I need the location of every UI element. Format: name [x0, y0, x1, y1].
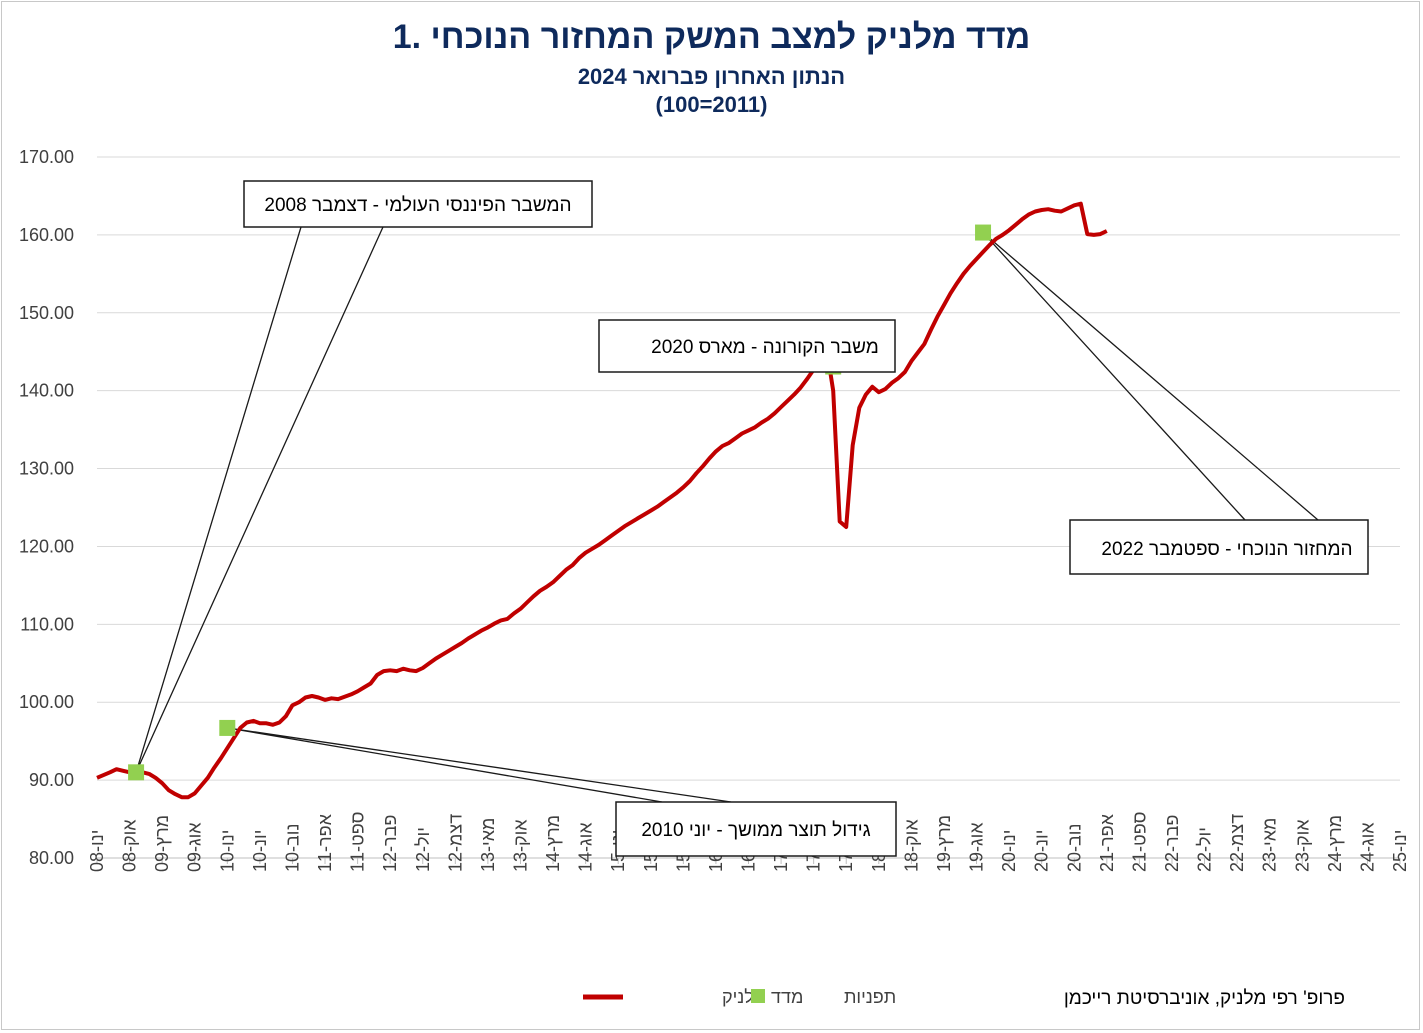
x-tick-label: פבר-12	[380, 815, 400, 872]
callout-line	[135, 226, 384, 773]
legend: מדד מלניק תפניות	[583, 987, 896, 1007]
legend-label-turning-points: תפניות	[844, 987, 896, 1007]
x-tick-label: אוג-14	[576, 822, 596, 872]
x-tick-label: מרץ-24	[1325, 815, 1345, 872]
y-tick-label: 110.00	[20, 614, 74, 634]
chart-base-note: (100=2011)	[655, 92, 768, 117]
y-tick-label: 150.00	[19, 303, 74, 323]
turning-point-marker	[128, 764, 145, 781]
annotation-box-2022	[1069, 519, 1369, 575]
x-tick-label: ספט-21	[1129, 812, 1149, 872]
legend-marker-swatch	[751, 989, 765, 1003]
annotation-box-2020	[598, 319, 896, 373]
y-tick-label: 160.00	[19, 225, 74, 245]
turning-point-marker	[975, 224, 992, 241]
y-tick-label: 140.00	[19, 381, 74, 401]
x-tick-label: יונ-20	[1032, 830, 1052, 872]
x-tick-label: ספט-11	[348, 812, 368, 872]
x-tick-label: יונ-10	[250, 830, 270, 872]
y-tick-label: 100.00	[19, 692, 74, 712]
x-tick-label: ינו-20	[999, 830, 1019, 872]
x-tick-label: אפר-21	[1097, 813, 1117, 872]
x-tick-label: אפר-11	[315, 813, 335, 872]
x-tick-label: נוב-10	[282, 824, 302, 872]
y-tick-label: 130.00	[19, 459, 74, 479]
x-tick-label: נוב-20	[1064, 824, 1084, 872]
x-tick-label: דצמ-22	[1227, 814, 1247, 872]
x-tick-label: אוק-13	[510, 819, 530, 872]
annotation-boxes: המשבר הפיננסי העולמי - דצמבר 2008 גידול …	[243, 180, 1369, 857]
y-tick-label: 80.00	[29, 848, 74, 868]
y-axis-ticks: 80.00 90.00 100.00 110.00 120.00 130.00 140.00…	[19, 147, 74, 868]
series-line-melnick-index	[96, 201, 1108, 800]
annotation-label-2008: המשבר הפיננסי העולמי - דצמבר 2008	[264, 195, 571, 216]
x-tick-label: אוג-09	[185, 822, 205, 872]
x-tick-label: מרץ-19	[934, 815, 954, 872]
x-tick-label: יול-22	[1195, 827, 1215, 872]
annotation-label-2020: משבר הקורונה - מארס 2020	[651, 337, 879, 358]
x-tick-label: אוק-23	[1292, 819, 1312, 872]
x-tick-label: פבר-22	[1162, 815, 1182, 872]
x-tick-label: אוק-18	[901, 819, 921, 872]
x-tick-label: מרץ-14	[543, 815, 563, 872]
x-tick-label: ינו-25	[1390, 830, 1410, 872]
x-tick-label: ינו-10	[217, 830, 237, 872]
annotation-label-2022: המחזור הנוכחי - ספטמבר 2022	[1101, 539, 1352, 560]
y-tick-label: 90.00	[29, 770, 74, 790]
turning-point-marker	[219, 719, 236, 736]
chart-title: 1. מדד מלניק למצב המשק המחזור הנוכחי	[392, 18, 1031, 56]
author-credit: פרופ' רפי מלניק, אוניברסיטת רייכמן	[1063, 988, 1345, 1009]
x-tick-label: מרץ-09	[152, 815, 172, 872]
x-tick-label: יול-12	[413, 827, 433, 872]
x-tick-label: מאי-13	[478, 818, 498, 872]
y-tick-label: 170.00	[19, 147, 74, 167]
x-tick-label: מאי-23	[1260, 818, 1280, 872]
x-tick-label: אוג-19	[967, 822, 987, 872]
annotation-label-2010: גידול תוצר ממושך - יוני 2010	[641, 820, 870, 841]
x-tick-label: אוק-08	[120, 819, 140, 872]
callout-line	[227, 727, 732, 803]
x-tick-label: דצמ-12	[445, 814, 465, 872]
annotation-box-2010	[615, 801, 897, 857]
chart-subtitle: הנתון האחרון פברואר 2024	[577, 64, 846, 89]
series-line-group	[96, 201, 1108, 800]
annotation-box-2008	[243, 180, 593, 228]
y-tick-label: 120.00	[19, 536, 74, 556]
callout-line	[982, 232, 1319, 521]
x-tick-label: אוג-24	[1357, 822, 1377, 872]
gridlines	[97, 156, 1400, 859]
x-tick-label: ינו-08	[87, 830, 107, 872]
